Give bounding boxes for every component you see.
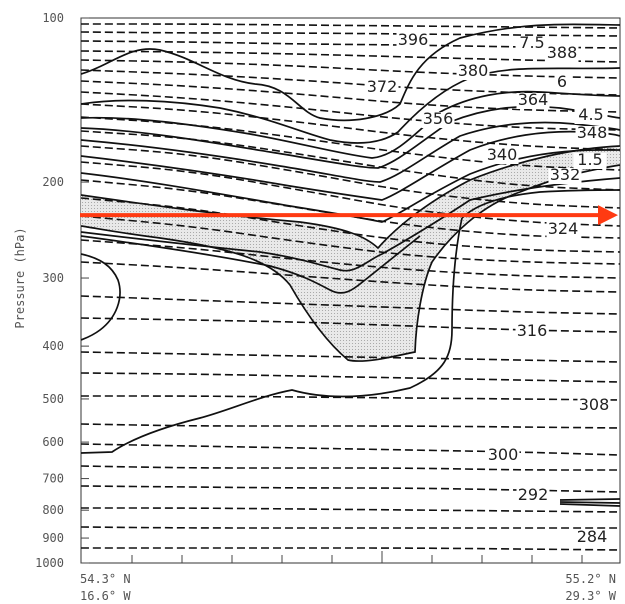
pv-contour	[81, 90, 620, 159]
y-tick-label: 600	[42, 435, 64, 449]
contour-label: 396	[398, 30, 429, 49]
contour-label: 372	[367, 77, 398, 96]
pv-contour	[81, 105, 620, 169]
contour-labels: 396 388 380 372 364 356 348 340 332 324 316 308 300 2…	[365, 30, 611, 546]
contour-label-bg	[575, 126, 609, 142]
contour-label: 284	[577, 527, 608, 546]
isentrope	[81, 295, 620, 315]
contour-label: 364	[518, 90, 549, 109]
isentrope	[81, 423, 620, 429]
y-axis-label: Pressure (hPa)	[13, 227, 27, 328]
y-tick-label: 1000	[35, 556, 64, 570]
pv-contour	[559, 498, 620, 507]
isentrope	[81, 485, 620, 493]
contour-label-bg	[516, 93, 550, 109]
x-start-lat: 54.3° N	[80, 572, 131, 586]
contour-label: 1.5	[577, 150, 602, 169]
y-tick-label: 300	[42, 271, 64, 285]
pv-contour	[81, 217, 463, 454]
pv-contour	[81, 164, 620, 362]
pv-shading	[81, 146, 620, 362]
isentrope	[81, 116, 620, 171]
contour-label: 332	[550, 165, 581, 184]
y-tick-label: 200	[42, 175, 64, 189]
isentrope	[81, 507, 620, 513]
contour-label: 380	[458, 61, 489, 80]
contour-label-bg	[515, 36, 549, 52]
contour-label: 292	[518, 485, 549, 504]
isentrope	[81, 395, 620, 401]
y-tick-label: 100	[42, 11, 64, 25]
contour-label: 300	[488, 445, 519, 464]
isentrope	[81, 91, 620, 131]
contour-label-bg	[573, 153, 607, 169]
y-tick-label: 800	[42, 503, 64, 517]
pv-contour	[81, 253, 121, 341]
contour-label-bg	[456, 64, 490, 80]
y-tick-label: 900	[42, 531, 64, 545]
contour-label-bg	[515, 324, 549, 340]
isentrope	[81, 526, 620, 529]
contour-label-bg	[365, 80, 399, 96]
contour-label: 348	[577, 123, 608, 142]
isentrope	[81, 145, 620, 209]
contour-label-bg	[574, 108, 608, 124]
pv-contour	[81, 145, 620, 250]
isentrope	[81, 50, 620, 63]
contour-label: 356	[423, 109, 454, 128]
contour-label-bg	[545, 46, 579, 62]
isentrope	[81, 317, 620, 333]
contour-label-bg	[516, 488, 550, 504]
isentrope	[81, 80, 620, 113]
pv-contour	[461, 189, 620, 219]
contour-label-bg	[575, 530, 609, 546]
y-tick-label: 700	[42, 472, 64, 486]
x-axis-ticks	[131, 551, 583, 563]
contour-label-bg	[548, 168, 582, 184]
contour-label: 4.5	[578, 105, 603, 124]
isentrope	[81, 130, 620, 191]
contour-label-bg	[546, 222, 580, 238]
contour-label-bg	[554, 75, 570, 91]
contour-label-bg	[486, 448, 520, 464]
contour-label: 6	[557, 72, 567, 91]
contour-label: 388	[547, 43, 578, 62]
x-end-lat: 55.2° N	[565, 572, 616, 586]
isentrope	[81, 23, 620, 29]
pv-contour	[81, 67, 620, 144]
contour-label-bg	[485, 148, 519, 164]
isentrope	[81, 31, 620, 37]
isentrope	[81, 261, 620, 293]
contour-label: 340	[487, 145, 518, 164]
y-tick-label: 400	[42, 339, 64, 353]
contour-label-bg	[421, 112, 455, 128]
y-axis: 100 200 300 400 500 600 700 800 900 1000	[35, 11, 89, 570]
pv-contour	[81, 235, 421, 294]
contour-label-bg	[577, 398, 611, 414]
isentrope	[81, 443, 620, 456]
contour-label: 308	[579, 395, 610, 414]
contour-label: 324	[548, 219, 579, 238]
contour-label: 7.5	[519, 33, 544, 52]
pv-contour	[81, 23, 620, 122]
contour-label-bg	[396, 33, 430, 49]
y-tick-label: 500	[42, 392, 64, 406]
isentrope	[81, 103, 620, 151]
x-end-lon: 29.3° W	[565, 589, 616, 603]
pv-contour	[81, 177, 620, 272]
isentrope	[81, 465, 620, 471]
isentrope	[81, 351, 620, 363]
isentrope	[81, 215, 620, 265]
isentrope	[81, 40, 620, 49]
isentrope	[81, 547, 620, 551]
contour-label: 316	[517, 321, 548, 340]
isentrope	[81, 372, 620, 383]
x-start-lon: 16.6° W	[80, 589, 131, 603]
